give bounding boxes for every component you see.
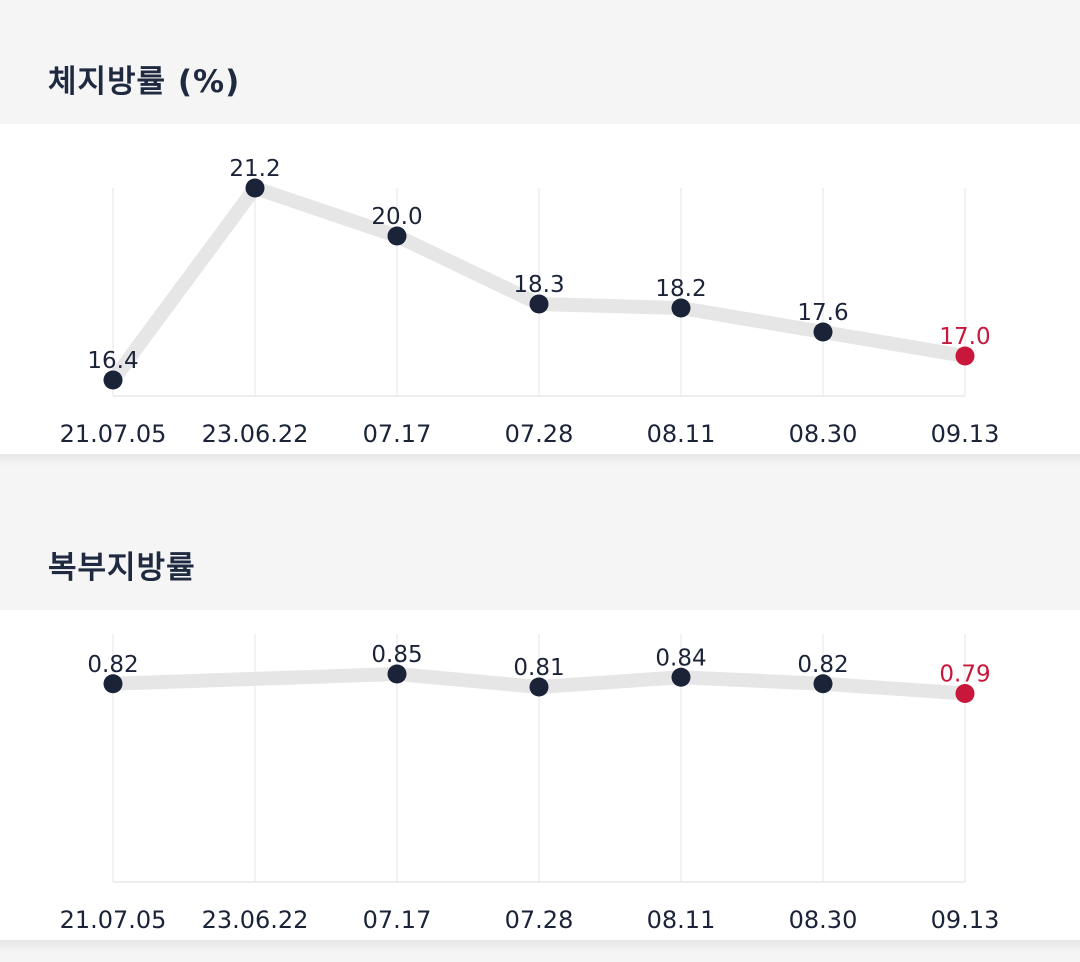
data-label: 21.2 (229, 156, 280, 182)
data-point (387, 226, 407, 246)
x-tick-label: 21.07.05 (60, 420, 167, 448)
x-tick-label: 08.11 (647, 420, 716, 448)
data-point-latest (955, 684, 975, 703)
data-label: 17.6 (797, 300, 848, 326)
card-divider (0, 940, 1080, 952)
x-tick-label: 08.30 (789, 420, 858, 448)
data-point (529, 677, 549, 697)
data-point (103, 370, 123, 390)
data-point-latest (955, 346, 975, 366)
data-label: 16.4 (87, 348, 138, 374)
data-point (387, 664, 407, 684)
data-label: 0.81 (513, 655, 564, 681)
x-tick-label: 09.13 (931, 906, 1000, 934)
data-point (103, 674, 123, 694)
x-tick-label: 23.06.22 (202, 420, 309, 448)
data-label: 18.3 (513, 272, 564, 298)
data-label: 0.82 (797, 652, 848, 678)
body-fat-chart-card: 16.4 21.2 20.0 18.3 18.2 17.6 17.0 21.07.05 23.0… (0, 124, 1080, 454)
data-point (813, 322, 833, 342)
x-tick-label: 21.07.05 (60, 906, 167, 934)
x-tick-label: 07.17 (363, 906, 432, 934)
x-tick-label: 09.13 (931, 420, 1000, 448)
data-point (529, 294, 549, 314)
x-tick-label: 07.17 (363, 420, 432, 448)
abdominal-fat-title: 복부지방률 (48, 550, 196, 586)
body-fat-chart: 16.4 21.2 20.0 18.3 18.2 17.6 17.0 21.07.05 23.0… (60, 156, 1000, 448)
data-point (671, 298, 691, 318)
data-point (813, 674, 833, 694)
abdominal-fat-chart: 0.82 0.85 0.81 0.84 0.82 0.79 21.07.05 23.06.22… (60, 634, 1000, 934)
data-label: 20.0 (371, 204, 422, 230)
x-tick-label: 08.11 (647, 906, 716, 934)
data-label: 0.85 (371, 642, 422, 668)
abdominal-fat-chart-card: 0.82 0.85 0.81 0.84 0.82 0.79 21.07.05 23.06.22… (0, 610, 1080, 940)
data-point (245, 178, 265, 198)
data-label: 17.0 (939, 324, 990, 350)
series-line (106, 667, 972, 701)
body-fat-title: 체지방률 (%) (48, 64, 241, 100)
data-label: 0.79 (939, 662, 990, 688)
x-tick-label: 07.28 (505, 906, 574, 934)
data-label: 18.2 (655, 276, 706, 302)
x-tick-label: 07.28 (505, 420, 574, 448)
body-fat-header: 체지방률 (%) (0, 0, 1080, 124)
x-tick-label: 08.30 (789, 906, 858, 934)
data-label: 0.82 (87, 652, 138, 678)
data-label: 0.84 (655, 645, 706, 671)
x-tick-label: 23.06.22 (202, 906, 309, 934)
data-point (671, 667, 691, 687)
abdominal-fat-header: 복부지방률 (0, 466, 1080, 610)
card-divider (0, 454, 1080, 466)
